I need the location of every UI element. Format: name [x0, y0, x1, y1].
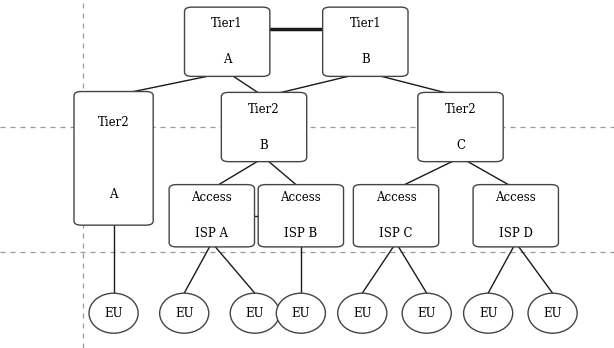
Ellipse shape — [338, 293, 387, 333]
Text: EU: EU — [353, 307, 371, 320]
Ellipse shape — [464, 293, 513, 333]
Text: Tier2

C: Tier2 C — [445, 103, 476, 151]
Text: Access

ISP D: Access ISP D — [495, 191, 536, 240]
FancyBboxPatch shape — [323, 7, 408, 77]
Text: Access

ISP C: Access ISP C — [376, 191, 416, 240]
Ellipse shape — [276, 293, 325, 333]
Ellipse shape — [528, 293, 577, 333]
Text: Tier2



A: Tier2 A — [98, 116, 130, 201]
Ellipse shape — [402, 293, 451, 333]
FancyBboxPatch shape — [473, 184, 559, 247]
Text: Tier1

B: Tier1 B — [349, 17, 381, 66]
Ellipse shape — [230, 293, 279, 333]
FancyBboxPatch shape — [258, 184, 344, 247]
Text: EU: EU — [543, 307, 562, 320]
Ellipse shape — [89, 293, 138, 333]
Text: Tier1

A: Tier1 A — [211, 17, 243, 66]
Text: EU: EU — [418, 307, 436, 320]
Text: Tier2

B: Tier2 B — [248, 103, 280, 151]
Text: EU: EU — [104, 307, 123, 320]
Ellipse shape — [160, 293, 209, 333]
Text: EU: EU — [246, 307, 264, 320]
Text: EU: EU — [175, 307, 193, 320]
Text: EU: EU — [479, 307, 497, 320]
Text: Access

ISP B: Access ISP B — [281, 191, 321, 240]
FancyBboxPatch shape — [221, 93, 307, 161]
Text: Access

ISP A: Access ISP A — [192, 191, 232, 240]
FancyBboxPatch shape — [74, 92, 154, 225]
FancyBboxPatch shape — [418, 93, 503, 161]
FancyBboxPatch shape — [354, 184, 439, 247]
FancyBboxPatch shape — [169, 184, 254, 247]
FancyBboxPatch shape — [185, 7, 270, 77]
Text: EU: EU — [292, 307, 310, 320]
